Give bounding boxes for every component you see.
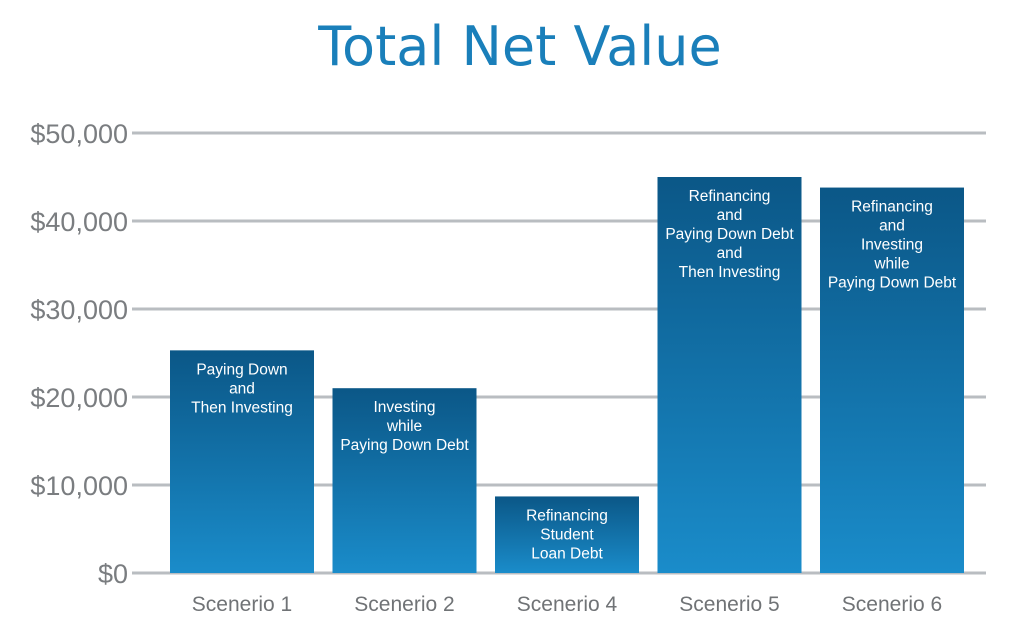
x-tick-label: Scenerio 2 bbox=[354, 593, 454, 616]
bars bbox=[170, 177, 964, 573]
bar-annotation-line: Loan Debt bbox=[531, 545, 603, 562]
y-tick-label: $50,000 bbox=[30, 119, 128, 149]
bar-annotation-line: Refinancing bbox=[851, 199, 933, 216]
bar-annotation-line: and bbox=[717, 245, 743, 262]
x-axis-category-labels: Scenerio 1 Scenerio 2 Scenerio 4 Scenerio 5… bbox=[192, 593, 942, 616]
bar-annotation-line: Investing bbox=[861, 237, 923, 254]
bar-annotation-line: Paying Down Debt bbox=[340, 437, 469, 454]
bar-annotation-line: and bbox=[229, 380, 255, 397]
bar bbox=[495, 496, 639, 573]
bar bbox=[820, 187, 964, 573]
bar-annotation-line: Student bbox=[540, 526, 594, 543]
bar-annotation-line: Then Investing bbox=[679, 264, 781, 281]
y-axis-tick-labels: $0 $10,000 $20,000 $30,000 $40,000 $50,000 bbox=[30, 119, 128, 589]
y-tick-label: $20,000 bbox=[30, 383, 128, 413]
bar-annotation: Refinancing and Investing while Paying Down … bbox=[828, 199, 957, 292]
bar-annotation-line: Investing bbox=[373, 399, 435, 416]
bar-annotation-line: and bbox=[879, 218, 905, 235]
bar-annotation-line: Refinancing bbox=[689, 188, 771, 205]
bar-annotation-line: and bbox=[717, 207, 743, 224]
bar-annotation: Refinancing Student Loan Debt bbox=[526, 507, 608, 562]
bar-annotation-line: Then Investing bbox=[191, 399, 293, 416]
x-tick-label: Scenerio 6 bbox=[842, 593, 942, 616]
bar-annotation: Paying Down and Then Investing bbox=[191, 361, 293, 416]
x-tick-label: Scenerio 4 bbox=[517, 593, 618, 616]
bar-annotation-line: while bbox=[873, 256, 909, 273]
bar-annotation-line: Refinancing bbox=[526, 507, 608, 524]
bar-annotation: Refinancing and Paying Down Debt and Then In… bbox=[665, 188, 794, 281]
bar-annotation-line: while bbox=[386, 418, 422, 435]
y-tick-label: $40,000 bbox=[30, 207, 128, 237]
bar-annotation-line: Paying Down Debt bbox=[828, 275, 957, 292]
x-tick-label: Scenerio 1 bbox=[192, 593, 292, 616]
bar bbox=[332, 388, 477, 573]
chart-title: Total Net Value bbox=[317, 15, 722, 78]
x-tick-label: Scenerio 5 bbox=[679, 593, 779, 616]
y-tick-label: $10,000 bbox=[30, 471, 128, 501]
y-tick-label: $0 bbox=[98, 559, 128, 589]
bar-annotation: Investing while Paying Down Debt bbox=[340, 399, 469, 454]
bar bbox=[170, 350, 314, 573]
bar-annotation-line: Paying Down Debt bbox=[665, 226, 794, 243]
bar-annotation-line: Paying Down bbox=[196, 361, 287, 378]
y-tick-label: $30,000 bbox=[30, 295, 128, 325]
bar-annotations: Paying Down and Then Investing Investing whi… bbox=[191, 188, 957, 562]
bar bbox=[657, 177, 802, 573]
